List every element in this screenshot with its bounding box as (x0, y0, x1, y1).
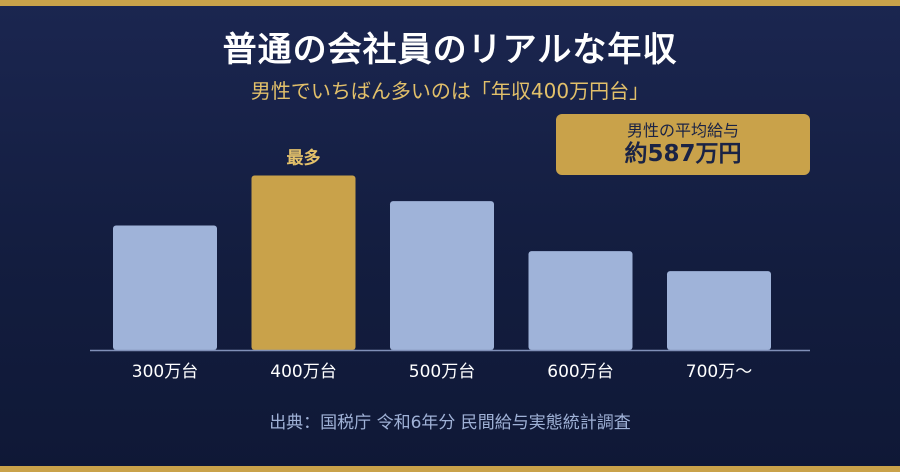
category-label-2: 400万台 (270, 362, 336, 382)
average-salary-value: 約587万円 (624, 141, 742, 167)
category-label-4: 600万台 (547, 362, 613, 382)
bar-2 (251, 175, 356, 350)
category-label-1: 300万台 (132, 362, 198, 382)
page-title: 普通の会社員のリアルな年収 (222, 30, 678, 70)
bar-1 (113, 225, 217, 350)
category-label-3: 500万台 (409, 362, 475, 382)
bars-layer (113, 175, 771, 350)
page-subtitle: 男性でいちばん多いのは「年収400万円台」 (250, 79, 650, 103)
average-salary-badge: 男性の平均給与 約587万円 (556, 114, 810, 175)
bar-3 (390, 201, 494, 350)
category-labels-layer: 300万台 400万台 最多 500万台 600万台 700万〜 (132, 148, 752, 382)
bar-4 (528, 251, 633, 350)
category-label-5: 700万〜 (686, 362, 752, 382)
highlight-label: 最多 (287, 148, 321, 169)
top-accent-bar (0, 0, 900, 6)
average-salary-label: 男性の平均給与 (626, 121, 739, 140)
bar-5 (667, 271, 771, 350)
bottom-accent-bar (0, 466, 900, 472)
source-note: 出典：国税庁 令和6年分 民間給与実態統計調査 (269, 413, 631, 433)
